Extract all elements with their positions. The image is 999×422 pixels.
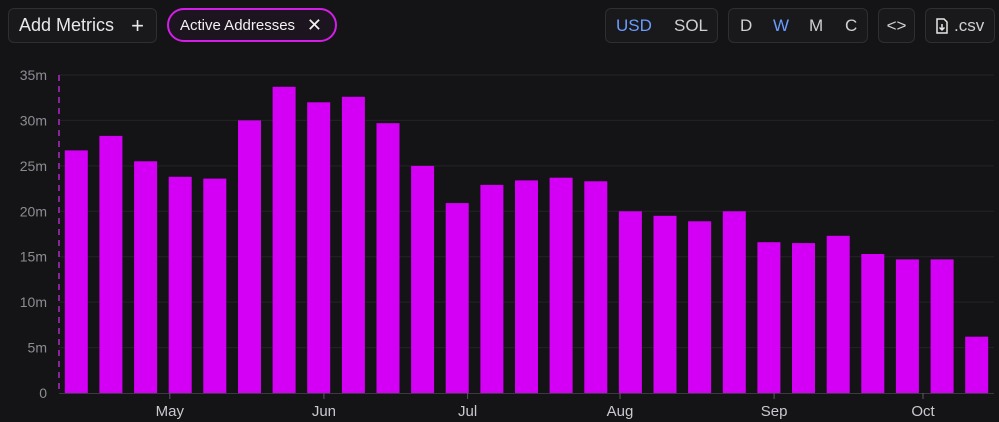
period-option-w[interactable]: W — [773, 15, 790, 35]
close-icon[interactable]: ✕ — [306, 15, 322, 35]
y-tick-label: 5m — [28, 340, 47, 356]
y-tick-label: 10m — [20, 294, 47, 310]
csv-label: .csv — [954, 15, 985, 35]
x-tick-label: May — [156, 403, 185, 420]
bar[interactable] — [618, 211, 642, 393]
currency-option-usd[interactable]: USD — [616, 15, 652, 35]
bar[interactable] — [168, 176, 192, 393]
csv-download-button[interactable]: .csv — [925, 8, 995, 43]
bar[interactable] — [792, 243, 815, 393]
bar[interactable] — [480, 184, 504, 393]
metric-chip-label: Active Addresses — [180, 16, 296, 34]
bar[interactable] — [64, 150, 88, 393]
period-option-c[interactable]: C — [845, 15, 858, 35]
active-addresses-metric-chip[interactable]: Active Addresses ✕ — [167, 8, 337, 42]
toolbar: Add Metrics + Active Addresses ✕ USD SOL… — [0, 0, 999, 50]
bar[interactable] — [688, 221, 712, 393]
embed-button[interactable]: <> — [878, 8, 915, 43]
y-tick-label: 0 — [39, 385, 47, 401]
x-axis: May Jun Jul Aug Sep Oct — [59, 393, 994, 420]
y-tick-label: 20m — [20, 203, 47, 219]
y-tick-label: 15m — [20, 249, 47, 265]
bar[interactable] — [965, 336, 989, 393]
bar[interactable] — [445, 203, 469, 393]
period-toggle: D W M C — [728, 8, 868, 43]
period-option-m[interactable]: M — [809, 15, 824, 35]
bar[interactable] — [376, 123, 400, 393]
add-metrics-label: Add Metrics — [19, 15, 115, 35]
y-tick-label: 35m — [20, 67, 47, 83]
bar[interactable] — [203, 178, 227, 393]
currency-toggle: USD SOL — [605, 8, 718, 43]
bar[interactable] — [757, 242, 781, 393]
x-tick-label: Sep — [761, 403, 788, 420]
x-tick-label: Jun — [312, 403, 336, 420]
x-tick-label: Jul — [458, 403, 477, 420]
bar[interactable] — [722, 211, 746, 393]
bar[interactable] — [549, 177, 573, 393]
bar[interactable] — [930, 259, 954, 393]
bar[interactable] — [307, 102, 331, 394]
bar[interactable] — [515, 180, 538, 393]
bar[interactable] — [826, 235, 850, 393]
currency-option-sol[interactable]: SOL — [674, 15, 709, 35]
plus-icon: + — [131, 13, 144, 38]
x-tick-label: Aug — [607, 403, 634, 420]
bar[interactable] — [238, 120, 261, 394]
bar[interactable] — [99, 135, 123, 393]
file-download-icon — [936, 17, 948, 34]
bar-series — [64, 86, 989, 394]
bar[interactable] — [861, 254, 885, 393]
bar[interactable] — [341, 96, 365, 394]
y-tick-label: 30m — [20, 112, 47, 128]
active-addresses-bar-chart: 0 5m 10m 15m 20m 25m 30m 35m May Jun Jul Aug Sep Oct — [20, 67, 994, 420]
y-tick-label: 25m — [20, 158, 47, 174]
bar[interactable] — [895, 259, 919, 393]
bar[interactable] — [272, 86, 296, 394]
bar[interactable] — [584, 181, 608, 393]
bar[interactable] — [411, 165, 435, 393]
code-icon: <> — [886, 15, 907, 35]
bar[interactable] — [134, 161, 158, 393]
x-tick-label: Oct — [911, 403, 935, 420]
add-metrics-button[interactable]: Add Metrics + — [8, 8, 157, 43]
bar[interactable] — [653, 215, 677, 393]
period-option-d[interactable]: D — [740, 15, 753, 35]
y-axis: 0 5m 10m 15m 20m 25m 30m 35m — [20, 67, 60, 401]
